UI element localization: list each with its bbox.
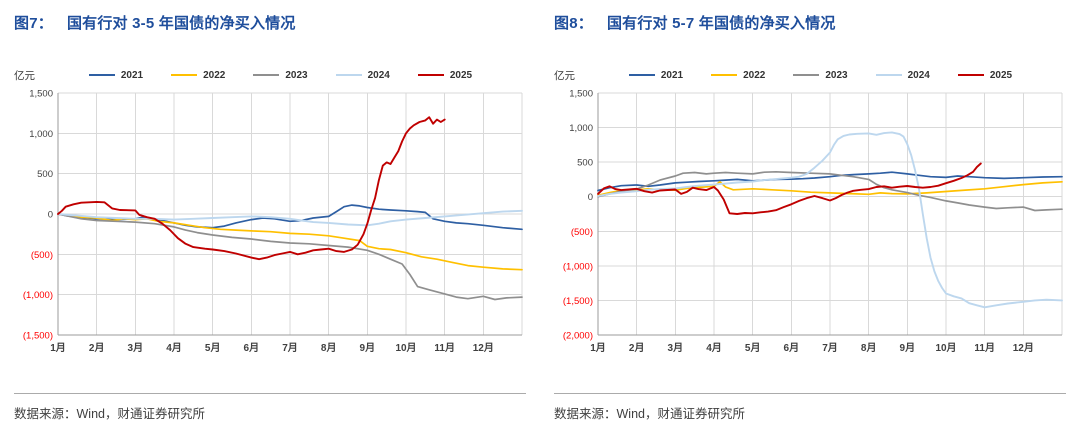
- legend-item-2025: 2025: [957, 69, 1013, 81]
- svg-text:1,500: 1,500: [569, 89, 593, 100]
- svg-text:5月: 5月: [745, 342, 761, 354]
- svg-text:(1,500): (1,500): [563, 296, 593, 307]
- figure-7-line-chart: (1,500) (1,000) (500) 0 500 1,000 1,500 1月 2月 3月 4…: [23, 89, 523, 354]
- svg-text:(1,500): (1,500): [23, 331, 53, 342]
- svg-text:(1,000): (1,000): [23, 290, 53, 301]
- legend-label-2023: 2023: [285, 69, 308, 81]
- svg-text:500: 500: [37, 169, 53, 180]
- svg-text:9月: 9月: [900, 342, 916, 354]
- svg-text:2月: 2月: [629, 342, 645, 354]
- svg-text:12月: 12月: [473, 342, 494, 354]
- legend-label-2024: 2024: [367, 69, 390, 81]
- legend-swatch-2022: [171, 74, 198, 76]
- series-line-2025: [57, 116, 446, 261]
- svg-text:10月: 10月: [395, 342, 416, 354]
- svg-text:1月: 1月: [590, 342, 606, 354]
- svg-text:(1,000): (1,000): [563, 261, 593, 272]
- figure-8-source-row: 数据来源：Wind，财通证券研究所: [554, 393, 1066, 433]
- svg-text:(500): (500): [31, 250, 53, 261]
- svg-text:500: 500: [577, 158, 593, 169]
- legend-item-2024: 2024: [335, 69, 390, 81]
- svg-text:3月: 3月: [668, 342, 684, 354]
- svg-text:6月: 6月: [244, 342, 260, 354]
- svg-text:8月: 8月: [321, 342, 337, 354]
- legend-swatch-2024: [335, 74, 362, 76]
- series-line-2024: [597, 131, 1063, 309]
- figure-8-y-axis-unit-label: 亿元: [554, 69, 575, 82]
- figure-7-y-axis-unit-label: 亿元: [14, 69, 35, 82]
- legend-label-2024: 2024: [907, 69, 930, 81]
- svg-text:1月: 1月: [50, 342, 66, 354]
- svg-text:5月: 5月: [205, 342, 221, 354]
- svg-text:10月: 10月: [935, 342, 956, 354]
- svg-text:1,000: 1,000: [29, 129, 53, 140]
- legend-item-2025: 2025: [417, 69, 473, 81]
- figure-8-title: 图8： 国有行对 5-7 年国债的净买入情况: [554, 12, 1066, 33]
- series-line-2023: [57, 213, 523, 301]
- legend-swatch-2022: [711, 74, 738, 76]
- svg-text:0: 0: [48, 210, 53, 221]
- figure-7-source-text: 数据来源：Wind，财通证券研究所: [14, 407, 205, 421]
- series-line-2021: [597, 171, 1063, 192]
- svg-text:6月: 6月: [784, 342, 800, 354]
- svg-text:8月: 8月: [861, 342, 877, 354]
- figure-8-legend: 2021 2022 2023 2024 2025: [575, 70, 1066, 81]
- legend-swatch-2021: [88, 74, 115, 76]
- legend-swatch-2025: [957, 74, 984, 76]
- figure-8-line-chart: (2,000) (1,500) (1,000) (500) 0 500 1,000 1,500…: [563, 89, 1063, 354]
- figure-7-title-text: 国有行对 3-5 年国债的净买入情况: [66, 15, 296, 32]
- svg-text:4月: 4月: [166, 342, 182, 354]
- figure-8-panel: 图8： 国有行对 5-7 年国债的净买入情况 亿元 2021 2022 2023 202…: [540, 0, 1080, 433]
- figure-7-panel: 图7： 国有行对 3-5 年国债的净买入情况 亿元 2021 2022 2023 202…: [14, 12, 526, 433]
- legend-swatch-2021: [628, 74, 655, 76]
- legend-item-2023: 2023: [253, 69, 308, 81]
- svg-text:9月: 9月: [360, 342, 376, 354]
- svg-text:(500): (500): [571, 227, 593, 238]
- legend-label-2022: 2022: [203, 69, 226, 81]
- legend-label-2023: 2023: [825, 69, 848, 81]
- figure-7-number: 图7：: [14, 15, 53, 32]
- series-line-2023: [597, 170, 1063, 212]
- svg-text:0: 0: [588, 192, 593, 203]
- svg-text:12月: 12月: [1013, 342, 1034, 354]
- figure-8-source-text: 数据来源：Wind，财通证券研究所: [554, 407, 745, 421]
- series-line-2024: [57, 209, 523, 227]
- figure-7-source-row: 数据来源：Wind，财通证券研究所: [14, 393, 526, 433]
- svg-text:11月: 11月: [434, 342, 455, 354]
- svg-text:4月: 4月: [706, 342, 722, 354]
- series-line-2025: [597, 162, 982, 215]
- figure-8-number: 图8：: [554, 15, 593, 32]
- legend-item-2023: 2023: [793, 69, 848, 81]
- legend-item-2022: 2022: [171, 70, 225, 81]
- svg-text:1,000: 1,000: [569, 123, 593, 134]
- legend-label-2021: 2021: [120, 69, 144, 81]
- legend-swatch-2025: [417, 74, 444, 76]
- svg-text:7月: 7月: [822, 342, 838, 354]
- svg-text:1,500: 1,500: [29, 89, 53, 100]
- legend-label-2025: 2025: [449, 69, 473, 81]
- legend-label-2025: 2025: [989, 69, 1013, 81]
- legend-item-2022: 2022: [711, 70, 765, 81]
- legend-swatch-2023: [253, 74, 280, 76]
- legend-item-2021: 2021: [628, 69, 684, 81]
- legend-item-2021: 2021: [88, 69, 144, 81]
- svg-text:7月: 7月: [282, 342, 298, 354]
- svg-text:3月: 3月: [128, 342, 144, 354]
- figure-8-title-text: 国有行对 5-7 年国债的净买入情况: [606, 15, 836, 32]
- legend-label-2022: 2022: [743, 69, 766, 81]
- svg-text:11月: 11月: [974, 342, 995, 354]
- figure-7-legend: 2021 2022 2023 2024 2025: [35, 70, 526, 81]
- figure-7-legend-row: 亿元 2021 2022 2023 2024 2025: [14, 67, 526, 83]
- legend-swatch-2024: [875, 74, 902, 76]
- figure-7-title: 图7： 国有行对 3-5 年国债的净买入情况: [14, 12, 526, 33]
- svg-text:2月: 2月: [89, 342, 105, 354]
- figure-8-legend-row: 亿元 2021 2022 2023 2024 2025: [554, 67, 1066, 83]
- legend-item-2024: 2024: [875, 69, 930, 81]
- legend-label-2021: 2021: [660, 69, 684, 81]
- svg-text:(2,000): (2,000): [563, 331, 593, 342]
- legend-swatch-2023: [793, 74, 820, 76]
